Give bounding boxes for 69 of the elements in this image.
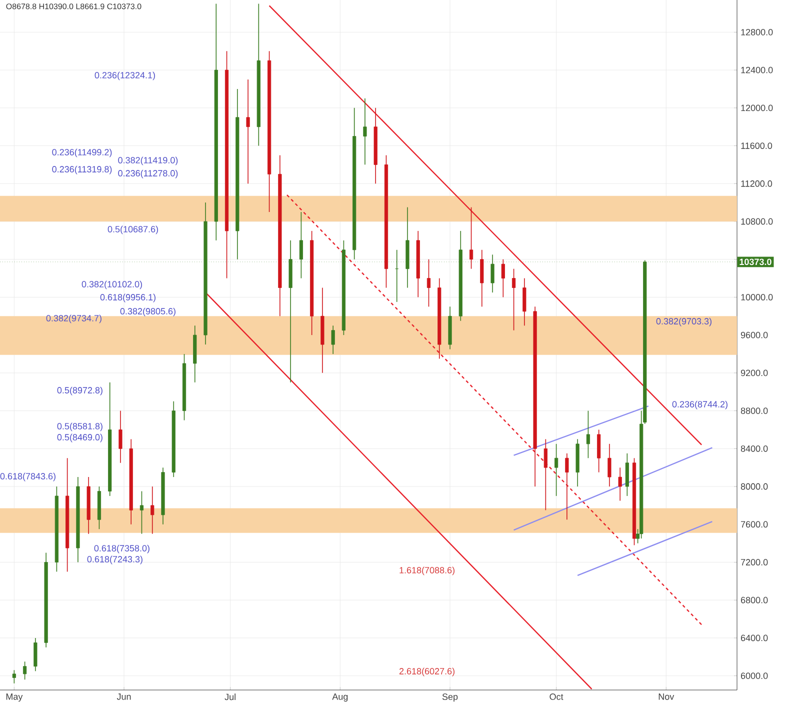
y-tick-label: 8400.0 [740, 445, 768, 452]
annotation: 2.618(6027.6) [399, 668, 454, 676]
candlestick [618, 467, 622, 502]
x-tick-label: Sep [442, 694, 458, 702]
candlestick [469, 206, 474, 270]
y-tick-label: 12800.0 [741, 28, 773, 36]
x-tick-label: Oct [550, 694, 564, 700]
y-tick-label: 10800.0 [741, 218, 773, 225]
candlestick [512, 268, 516, 331]
candlestick [554, 444, 558, 496]
annotation: 0.5(8469.0) [57, 434, 102, 442]
candlestick [246, 79, 250, 184]
candlestick [331, 325, 335, 354]
x-tick-label: May [6, 694, 23, 702]
annotation: 0.5(8581.8) [57, 422, 102, 432]
candlestick [426, 258, 431, 308]
y-tick-label: 8000.0 [740, 483, 768, 490]
annotation: 0.382(9703.3) [656, 318, 712, 326]
candlestick [480, 249, 484, 308]
candlestick [23, 661, 27, 680]
annotation: 1.618(7088.6) [400, 566, 454, 576]
annotation: 0.382(10102.0) [82, 280, 142, 290]
candlestick [544, 438, 548, 511]
candlestick [12, 670, 16, 684]
y-tick-label: 10000.0 [741, 294, 773, 300]
y-tick-label: 9200.0 [740, 370, 768, 376]
annotation: 0.382(9805.6) [120, 308, 176, 316]
annotation: 0.236(12324.1) [94, 72, 155, 80]
candlestick [565, 452, 569, 520]
candlestick [150, 486, 154, 534]
candlestick [363, 98, 367, 166]
y-tick-label: 12400.0 [741, 66, 773, 74]
x-tick-label: Jun [116, 694, 131, 700]
candlestick [597, 429, 601, 473]
annotation: 0.236(11319.8) [52, 166, 112, 174]
y-tick-label: 7200.0 [740, 559, 768, 566]
y-tick-label: 6400.0 [740, 634, 768, 642]
x-tick-label: Nov [658, 694, 674, 700]
annotation: 0.236(11499.2) [52, 148, 112, 158]
y-tick-label: 6800.0 [740, 596, 768, 604]
annotation: 0.236(11278.0) [118, 170, 178, 178]
y-tick-label: 6000.0 [740, 672, 768, 679]
x-tick-label: Jul [224, 694, 236, 700]
candlestick [586, 410, 590, 459]
y-tick-label: 11600.0 [741, 142, 772, 149]
candlestick [34, 638, 38, 672]
annotation: O8678.8 H10390.0 L8661.9 C10373.0 [6, 4, 142, 10]
y-tick-label: 8800.0 [740, 408, 768, 414]
candlestick [522, 278, 526, 326]
y-tick-label: 9600.0 [740, 332, 768, 338]
annotation: 0.382(9734.7) [46, 314, 102, 324]
annotation: 0.618(7843.6) [0, 472, 56, 482]
candlestick [501, 258, 505, 298]
y-tick-label: 7600.0 [740, 521, 768, 528]
ref-line-label: 10373.0 [740, 258, 772, 266]
candlestick [625, 452, 629, 496]
candlestick [140, 490, 144, 534]
annotation: 0.618(9956.1) [100, 294, 156, 302]
y-tick-label: 12000.0 [741, 104, 773, 112]
annotation: 0.5(8972.8) [57, 386, 102, 396]
annotation: 0.618(7358.0) [94, 544, 150, 554]
annotation: 0.618(7243.3) [87, 556, 142, 564]
candlestick [118, 410, 122, 464]
annotation: 0.382(11419.0) [118, 156, 178, 166]
y-tick-label: 11200.0 [741, 180, 772, 187]
candlestick [608, 444, 612, 487]
annotation: 0.236(8744.2) [672, 400, 728, 410]
annotation: 0.5(10687.6) [108, 226, 158, 234]
x-tick-label: Aug [332, 694, 348, 702]
